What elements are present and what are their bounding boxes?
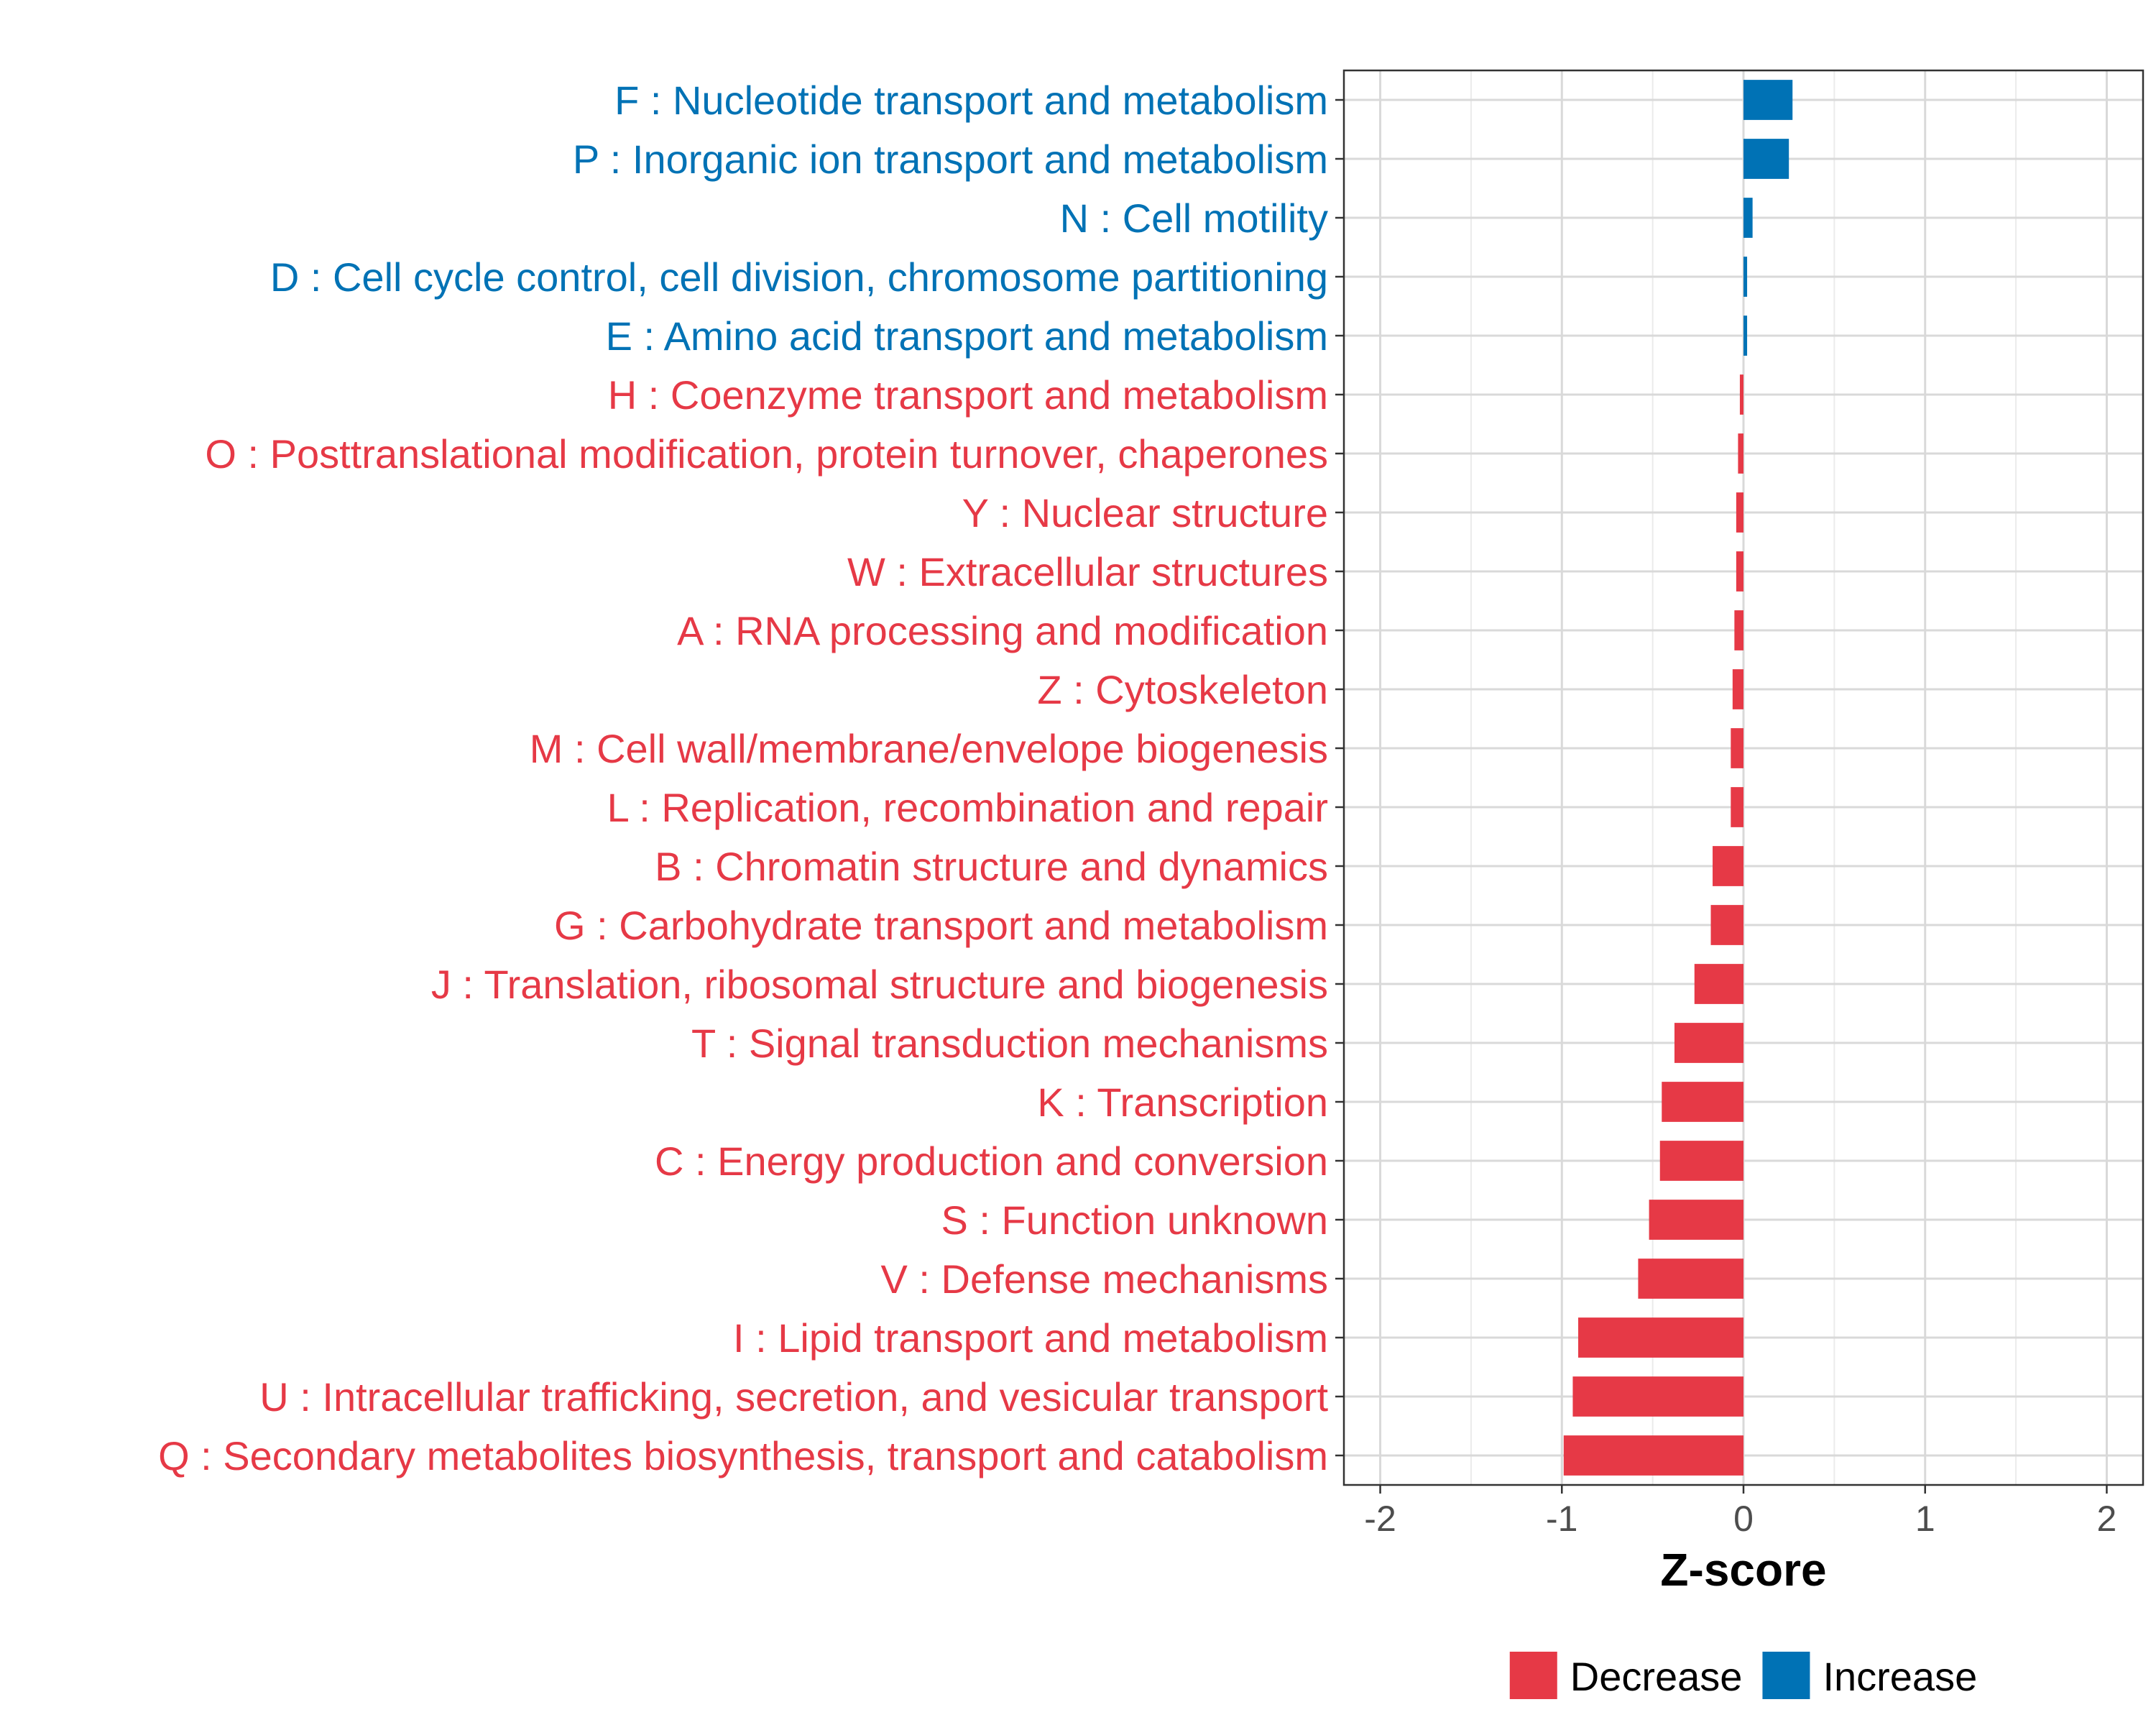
legend-label: Increase [1823, 1654, 1977, 1699]
bars [1563, 80, 1793, 1476]
category-label: V : Defense mechanisms [881, 1256, 1328, 1302]
category-label: M : Cell wall/membrane/envelope biogenes… [530, 726, 1328, 771]
category-label: J : Translation, ribosomal structure and… [431, 962, 1328, 1007]
category-label: Y : Nuclear structure [962, 490, 1328, 535]
bar [1743, 80, 1793, 120]
bar [1739, 374, 1743, 415]
category-label: K : Transcription [1037, 1080, 1328, 1125]
category-label: H : Coenzyme transport and metabolism [608, 372, 1328, 418]
category-label: G : Carbohydrate transport and metabolis… [554, 903, 1328, 948]
bar [1710, 905, 1743, 945]
category-label: U : Intracellular trafficking, secretion… [259, 1374, 1328, 1420]
category-label: S : Function unknown [941, 1197, 1328, 1243]
bar [1738, 433, 1743, 474]
category-label: B : Chromatin structure and dynamics [655, 844, 1328, 889]
category-label: Q : Secondary metabolites biosynthesis, … [158, 1433, 1328, 1478]
bar [1736, 492, 1743, 533]
bar [1732, 669, 1743, 709]
category-labels: F : Nucleotide transport and metabolism P… [158, 78, 1344, 1478]
legend-swatch [1762, 1652, 1810, 1699]
category-label: C : Energy production and conversion [655, 1138, 1328, 1184]
category-label: I : Lipid transport and metabolism [733, 1315, 1328, 1361]
bar [1734, 610, 1743, 650]
x-tick-label: 1 [1915, 1499, 1935, 1539]
bar [1674, 1023, 1743, 1063]
bar [1736, 551, 1743, 592]
bar [1694, 964, 1743, 1004]
legend-swatch [1509, 1652, 1557, 1699]
bar [1731, 787, 1743, 827]
x-tick-label: 2 [2097, 1499, 2117, 1539]
bar [1731, 728, 1743, 768]
legend-label: Decrease [1570, 1654, 1743, 1699]
category-label: A : RNA processing and modification [677, 608, 1328, 653]
bar [1572, 1376, 1743, 1417]
x-tick-label: -1 [1546, 1499, 1577, 1539]
x-axis-title: Z-score [1660, 1544, 1826, 1596]
bar [1743, 257, 1748, 297]
bar [1713, 846, 1743, 886]
category-label: D : Cell cycle control, cell division, c… [270, 254, 1328, 300]
bar [1662, 1082, 1743, 1122]
bar [1649, 1200, 1743, 1240]
category-label: N : Cell motility [1060, 196, 1328, 241]
legend: Decrease Increase [1509, 1652, 1977, 1699]
bar [1659, 1141, 1743, 1181]
x-tick-label: 0 [1733, 1499, 1754, 1539]
bar [1638, 1259, 1743, 1299]
x-axis-ticks: -2 -1 0 1 2 [1364, 1485, 2116, 1539]
category-label: E : Amino acid transport and metabolism [606, 313, 1328, 359]
category-label: O : Posttranslational modification, prot… [205, 431, 1328, 477]
x-tick-label: -2 [1364, 1499, 1396, 1539]
bar [1563, 1435, 1743, 1476]
category-label: P : Inorganic ion transport and metaboli… [573, 137, 1328, 182]
category-label: T : Signal transduction mechanisms [691, 1021, 1328, 1066]
category-label: W : Extracellular structures [847, 549, 1328, 594]
bar [1578, 1317, 1743, 1358]
bar [1743, 139, 1789, 179]
bar [1743, 316, 1748, 356]
category-label: F : Nucleotide transport and metabolism [614, 78, 1328, 123]
bar [1743, 198, 1753, 238]
category-label: L : Replication, recombination and repai… [607, 785, 1328, 830]
category-label: Z : Cytoskeleton [1037, 667, 1328, 712]
